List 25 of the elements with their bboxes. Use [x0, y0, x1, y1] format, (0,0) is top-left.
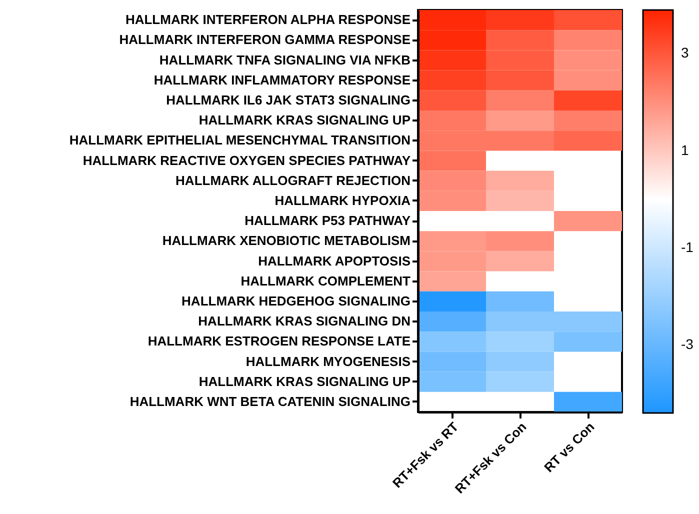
color-bar-label: -3: [681, 336, 694, 352]
color-bar-label: -1: [681, 238, 694, 255]
y-tick-label: HALLMARK KRAS SIGNALING UP: [198, 374, 411, 389]
color-bar-label: 3: [681, 44, 689, 61]
y-tick-label: HALLMARK INTERFERON GAMMA RESPONSE: [119, 32, 411, 48]
y-tick-label: HALLMARK XENOBIOTIC METABOLISM: [162, 233, 410, 248]
y-tick-label: HALLMARK MYOGENESIS: [246, 354, 411, 369]
y-tick-label: HALLMARK WNT BETA CATENIN SIGNALING: [130, 394, 410, 409]
y-tick-label: HALLMARK ESTROGEN RESPONSE LATE: [148, 334, 411, 349]
x-tick-label: RT vs Con: [541, 419, 598, 476]
y-tick-label: HALLMARK IL6 JAK STAT3 SIGNALING: [166, 92, 410, 108]
y-tick-label: HALLMARK P53 PATHWAY: [244, 213, 411, 228]
y-tick-label: HALLMARK HYPOXIA: [274, 192, 412, 208]
y-tick-label: HALLMARK KRAS SIGNALING DN: [198, 314, 410, 329]
y-tick-label: HALLMARK HEDGEHOG SIGNALING: [182, 293, 410, 308]
y-tick-label: HALLMARK EPITHELIAL MESENCHYMAL TRANSITION: [69, 132, 410, 148]
y-tick-label: HALLMARK INFLAMMATORY RESPONSE: [154, 72, 411, 88]
y-tick-label: HALLMARK ALLOGRAFT REJECTION: [176, 172, 410, 188]
y-tick-label: HALLMARK COMPLEMENT: [240, 273, 411, 288]
y-tick-label: HALLMARK REACTIVE OXYGEN SPECIES PATHWAY: [82, 152, 411, 168]
y-tick-label: HALLMARK APOPTOSIS: [258, 253, 411, 268]
y-tick-label: HALLMARK INTERFERON ALPHA RESPONSE: [125, 12, 411, 28]
y-tick-label: HALLMARK TNFA SIGNALING VIA NFKB: [159, 52, 410, 68]
y-tick-label: HALLMARK KRAS SIGNALING UP: [198, 112, 411, 128]
color-bar-label: 1: [681, 142, 689, 158]
